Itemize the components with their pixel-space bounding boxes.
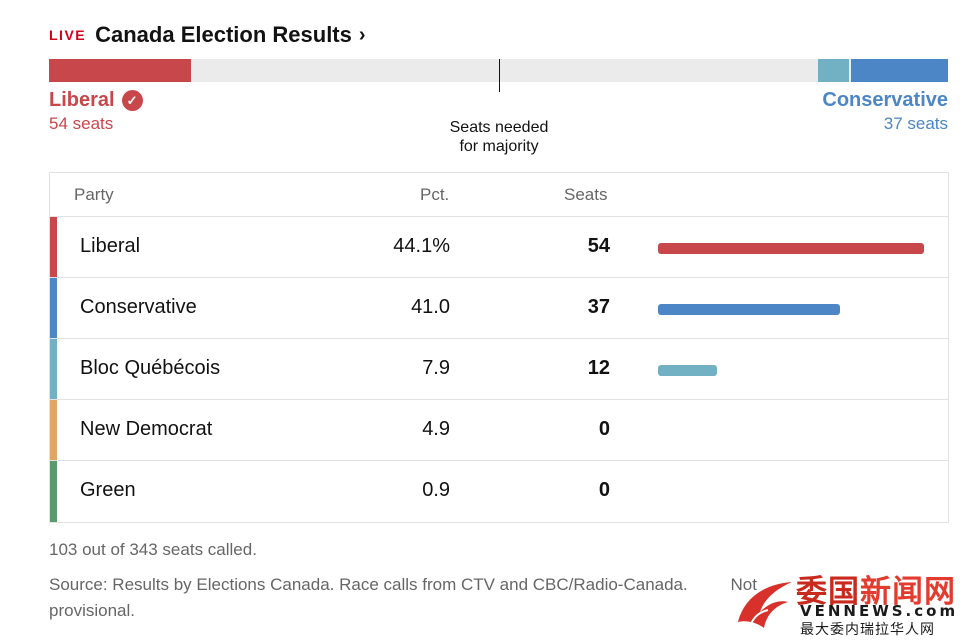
source-text: Source: Results by Elections Canada. Rac…: [49, 575, 688, 594]
results-table: Party Pct. Seats Liberal 44.1% 54 Conservat…: [49, 172, 949, 523]
party-color-accent: [50, 400, 57, 460]
leader-seats: 37 seats: [883, 114, 948, 133]
party-seats: 0: [598, 418, 610, 440]
majority-marker: [499, 59, 500, 92]
leader-name: Liberal: [49, 89, 115, 111]
watermark-chinese-part2: 新闻网: [860, 574, 956, 610]
watermark-subtitle: 最大委内瑞拉华人网: [800, 622, 935, 638]
party-pct: 7.9: [422, 357, 450, 379]
leader-seats: 54 seats: [49, 114, 114, 133]
vennews-watermark: 委国新闻网 VENNEWS.com 最大委内瑞拉华人网: [730, 566, 965, 638]
watermark-chinese: 委国新闻网: [796, 566, 956, 611]
watermark-english: VENNEWS.com: [800, 602, 959, 620]
checkmark-circle-icon: ✓: [121, 90, 143, 111]
seat-bar-conservative: [851, 59, 948, 82]
table-row: Green 0.9 0: [50, 461, 948, 522]
party-pct: 44.1%: [393, 235, 450, 257]
party-color-accent: [50, 461, 57, 522]
party-name: New Democrat: [80, 418, 213, 440]
party-name: Green: [80, 479, 136, 501]
party-name: Liberal: [80, 235, 141, 257]
page-title[interactable]: Canada Election Results: [95, 22, 352, 47]
table-row: Liberal 44.1% 54: [50, 217, 948, 278]
chevron-right-icon[interactable]: ›: [358, 23, 366, 46]
header-party: Party: [74, 185, 114, 204]
leader-liberal: Liberal ✓ 54 seats: [49, 89, 143, 134]
seats-called-note: 103 out of 343 seats called.: [49, 540, 257, 559]
party-color-accent: [50, 278, 57, 338]
seat-bar-bloc: [818, 59, 849, 82]
majority-label-line1: Seats needed: [449, 119, 549, 136]
majority-label: Seats needed for majority: [400, 118, 598, 156]
provisional-text: provisional.: [49, 601, 135, 620]
party-name: Bloc Québécois: [80, 357, 221, 379]
party-seats: 54: [587, 235, 610, 257]
party-seats: 0: [598, 479, 610, 501]
seats-bar: [658, 304, 840, 315]
table-row: New Democrat 4.9 0: [50, 400, 948, 461]
seats-bar: [658, 243, 924, 254]
table-row: Conservative 41.0 37: [50, 278, 948, 339]
seat-bar-liberal: [49, 59, 191, 82]
party-seats: 12: [587, 357, 610, 379]
party-name: Conservative: [80, 296, 197, 318]
phoenix-logo-icon: [738, 582, 792, 628]
party-pct: 0.9: [422, 479, 450, 501]
majority-label-line2: for majority: [459, 138, 539, 155]
party-pct: 4.9: [422, 418, 450, 440]
header-seats: Seats: [564, 185, 608, 204]
leader-conservative: Conservative 37 seats: [822, 89, 948, 134]
party-color-accent: [50, 339, 57, 399]
party-seats: 37: [587, 296, 610, 318]
party-color-accent: [50, 217, 57, 277]
seat-bar: [49, 59, 948, 82]
source-note: Source: Results by Elections Canada. Rac…: [49, 572, 949, 624]
seats-bar: [658, 365, 717, 376]
table-header: Party Pct. Seats: [50, 173, 948, 217]
leader-name: Conservative: [822, 89, 948, 111]
watermark-chinese-part1: 委国: [796, 574, 860, 610]
party-pct: 41.0: [411, 296, 450, 318]
results-header[interactable]: LIVE Canada Election Results ›: [49, 22, 366, 48]
live-badge: LIVE: [49, 27, 87, 43]
header-pct: Pct.: [420, 185, 450, 204]
table-row: Bloc Québécois 7.9 12: [50, 339, 948, 400]
provisional-fragment: Not: [730, 575, 757, 594]
